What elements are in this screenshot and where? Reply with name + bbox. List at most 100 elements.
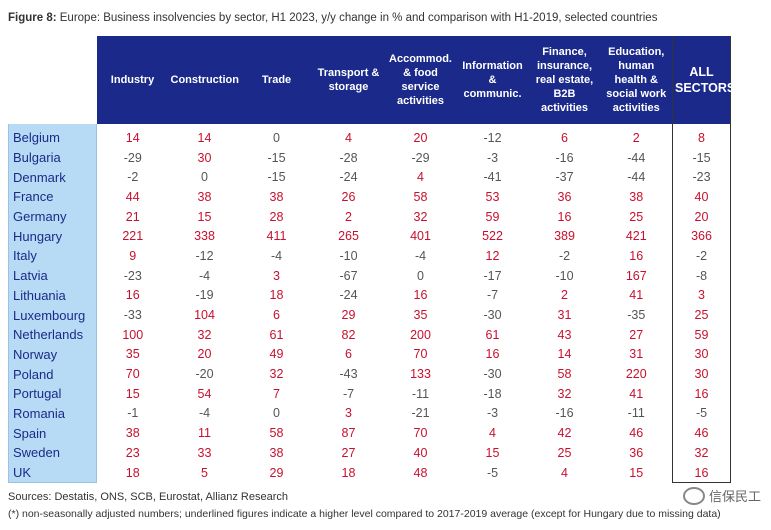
value-cell: 31: [629, 347, 644, 362]
table-row: Luxembourg -33 104 6 29 35 -30 31 -35 25: [8, 305, 731, 325]
value-cell: -20: [195, 367, 214, 382]
value-cell: 38: [269, 189, 284, 204]
value-cell: -7: [486, 288, 499, 303]
country-label: Denmark: [8, 167, 97, 188]
value-cell: -21: [411, 406, 430, 421]
value-cell: -41: [483, 170, 502, 185]
all-sectors-cell: 16: [672, 462, 731, 484]
country-label: Bulgaria: [8, 147, 97, 168]
value-cell: 18: [341, 465, 356, 480]
value-cell: -35: [627, 308, 646, 323]
all-sectors-cell: 30: [672, 344, 731, 365]
value-cell: -2: [127, 170, 139, 185]
table-row: Italy 9 -12 -4 -10 -4 12 -2 16 -2: [8, 246, 731, 266]
value-cell: 4: [417, 170, 424, 185]
value-cell: 0: [201, 170, 208, 185]
country-label: Italy: [8, 246, 97, 266]
table-row: Netherlands 100 32 61 82 200 61 43 27 59: [8, 324, 731, 345]
all-sectors-cell: 366: [672, 226, 731, 247]
value-cell: 21: [125, 209, 140, 224]
value-cell: 522: [482, 229, 503, 244]
value-cell: 2: [632, 130, 640, 145]
table-body: Belgium 14 14 0 4 20 -12 6 2 8 Bulgaria -29 30 -15 -28…: [8, 124, 731, 484]
all-sectors-cell: 20: [672, 206, 731, 227]
country-label: Norway: [8, 344, 97, 365]
value-cell: 0: [417, 268, 424, 283]
value-cell: -15: [267, 150, 286, 165]
all-sectors-cell: 16: [672, 383, 731, 404]
value-cell: 3: [273, 268, 280, 283]
value-cell: 46: [629, 426, 644, 441]
column-header: ALL SECTORS: [672, 36, 735, 124]
value-cell: 100: [122, 327, 144, 342]
value-cell: 38: [629, 189, 644, 204]
value-cell: 5: [201, 465, 208, 480]
country-label: Portugal: [8, 383, 97, 404]
value-cell: -18: [483, 386, 502, 401]
value-cell: -43: [339, 367, 358, 382]
value-cell: -19: [195, 288, 214, 303]
value-cell: 41: [629, 288, 644, 303]
value-cell: 32: [413, 209, 428, 224]
value-cell: 26: [341, 189, 356, 204]
value-cell: 61: [485, 327, 500, 342]
value-cell: 18: [269, 288, 284, 303]
value-cell: 167: [625, 268, 647, 283]
value-cell: -5: [486, 465, 499, 480]
country-label: UK: [8, 462, 97, 484]
value-cell: -44: [627, 170, 646, 185]
footnote-text: (*) non-seasonally adjusted numbers; und…: [8, 508, 721, 520]
value-cell: 36: [629, 445, 644, 460]
value-cell: 35: [125, 347, 140, 362]
value-cell: 58: [413, 189, 428, 204]
value-cell: 58: [269, 426, 284, 441]
value-cell: 0: [273, 406, 280, 421]
value-cell: 31: [557, 308, 572, 323]
value-cell: 14: [557, 347, 572, 362]
value-cell: 36: [557, 189, 572, 204]
value-cell: 15: [197, 209, 212, 224]
value-cell: 338: [194, 229, 215, 244]
value-cell: 82: [341, 327, 356, 342]
value-cell: 421: [625, 229, 647, 244]
value-cell: -12: [483, 130, 502, 145]
table-row: France 44 38 38 26 58 53 36 38 40: [8, 187, 731, 207]
table-row: Norway 35 20 49 6 70 16 14 31 30: [8, 344, 731, 365]
value-cell: 35: [413, 308, 428, 323]
value-cell: 32: [197, 327, 212, 342]
value-cell: -4: [198, 268, 211, 283]
value-cell: 30: [197, 150, 212, 165]
all-sectors-cell: 46: [672, 423, 731, 443]
table-row: Denmark -2 0 -15 -24 4 -41 -37 -44 -23: [8, 167, 731, 188]
insolvency-table: Industry Construction Trade Transport & sto…: [8, 36, 735, 484]
value-cell: -3: [486, 406, 499, 421]
value-cell: 15: [485, 445, 500, 460]
table-row: Romania -1 -4 0 3 -21 -3 -16 -11 -5: [8, 403, 731, 424]
value-cell: -3: [486, 150, 499, 165]
value-cell: 20: [197, 347, 212, 362]
country-label: Spain: [8, 423, 97, 443]
country-label: France: [8, 187, 97, 207]
value-cell: 59: [485, 209, 500, 224]
value-cell: 23: [125, 445, 140, 460]
figure-title-text: Europe: Business insolvencies by sector,…: [56, 12, 658, 24]
value-cell: -24: [339, 170, 358, 185]
value-cell: -17: [483, 268, 502, 283]
column-header: Finance, insurance, real estate, B2B act…: [528, 36, 601, 124]
value-cell: -4: [198, 406, 211, 421]
value-cell: 15: [629, 465, 644, 480]
value-cell: 265: [338, 229, 359, 244]
value-cell: -23: [123, 268, 142, 283]
value-cell: 15: [125, 386, 140, 401]
table-row: Germany 21 15 28 2 32 59 16 25 20: [8, 206, 731, 227]
sources-text: Sources: Destatis, ONS, SCB, Eurostat, A…: [8, 491, 289, 503]
table-row: Lithuania 16 -19 18 -24 16 -7 2 41 3: [8, 285, 731, 306]
value-cell: 14: [197, 130, 212, 145]
value-cell: 70: [413, 426, 428, 441]
country-label: Sweden: [8, 443, 97, 463]
watermark-text: 信保民工: [708, 489, 761, 504]
value-cell: -7: [342, 386, 355, 401]
value-cell: 18: [125, 465, 140, 480]
value-cell: 43: [557, 327, 572, 342]
value-cell: 54: [197, 386, 212, 401]
